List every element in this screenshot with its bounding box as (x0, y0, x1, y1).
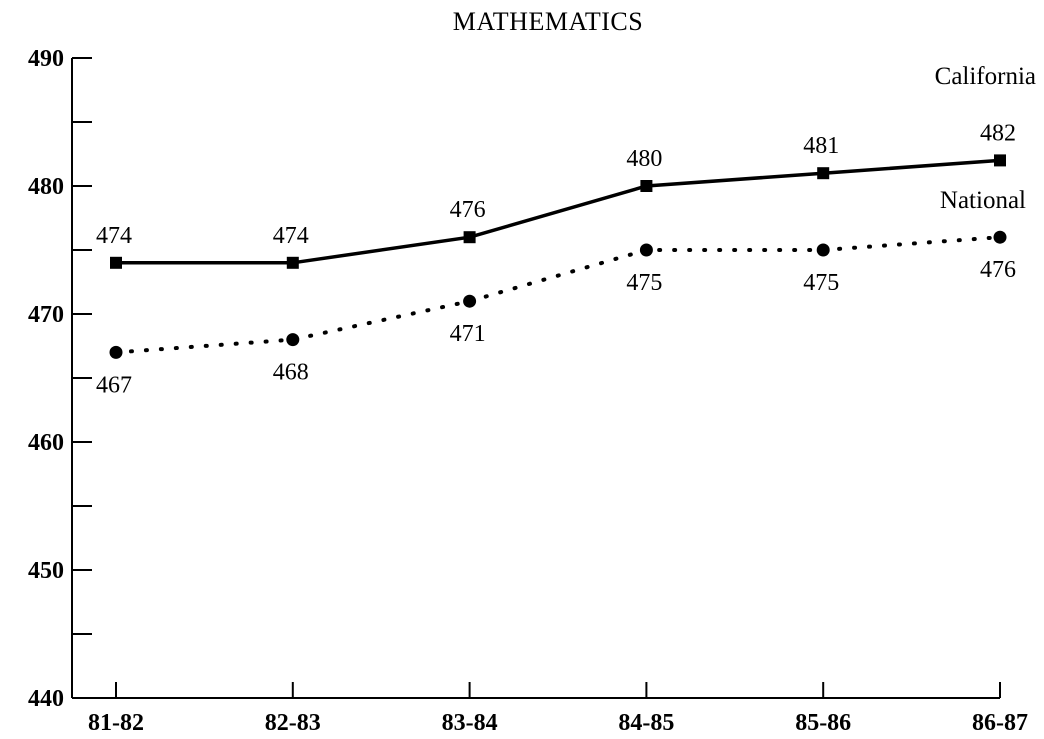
y-tick-label: 480 (28, 174, 64, 200)
california-point (110, 256, 122, 269)
national-point (639, 243, 653, 257)
national-data-label: 471 (450, 321, 486, 347)
california-point (994, 154, 1006, 167)
x-tick-label: 85-86 (795, 710, 851, 736)
national-data-labels: 467 468 471 475 475 476 (96, 257, 1016, 398)
y-axis-ticks: 440 450 460 470 480 490 (28, 46, 92, 712)
x-axis-ticks: 81-82 82-83 83-84 84-85 85-86 86-87 (88, 682, 1028, 736)
california-data-label: 476 (450, 197, 486, 223)
chart-title: MATHEMATICS (453, 7, 643, 36)
national-data-label: 476 (980, 257, 1016, 283)
california-data-label: 482 (980, 120, 1016, 146)
national-data-label: 475 (803, 270, 839, 296)
x-tick-label: 86-87 (972, 710, 1028, 736)
california-point (286, 256, 299, 269)
california-data-label: 474 (273, 223, 309, 249)
y-tick-label: 450 (28, 558, 64, 584)
national-point (286, 333, 300, 347)
california-point (463, 231, 476, 244)
national-data-label: 467 (96, 372, 132, 398)
national-markers (109, 230, 1007, 359)
national-point (816, 243, 830, 257)
california-data-label: 474 (96, 223, 132, 249)
y-tick-label: 440 (28, 686, 64, 712)
california-series-line (116, 158, 1001, 265)
y-tick-label: 460 (28, 430, 64, 456)
national-point (109, 345, 123, 359)
california-data-labels: 474 474 476 480 481 482 (96, 120, 1016, 248)
california-data-label: 480 (626, 146, 662, 172)
california-markers (110, 154, 1006, 269)
y-tick-label: 470 (28, 302, 64, 328)
x-tick-label: 81-82 (88, 710, 144, 736)
series-label-california: California (935, 63, 1036, 90)
series-label-national: National (940, 187, 1026, 214)
x-tick-label: 84-85 (618, 710, 674, 736)
california-point (817, 167, 830, 180)
california-point (640, 180, 653, 192)
national-point (463, 294, 477, 308)
national-series-line (114, 235, 1002, 355)
national-data-label: 475 (626, 270, 662, 296)
x-tick-label: 82-83 (265, 710, 321, 736)
national-data-label: 468 (273, 360, 309, 386)
y-tick-label: 490 (28, 46, 64, 72)
california-data-label: 481 (803, 133, 839, 159)
x-tick-label: 83-84 (442, 710, 498, 736)
national-point (993, 230, 1007, 244)
